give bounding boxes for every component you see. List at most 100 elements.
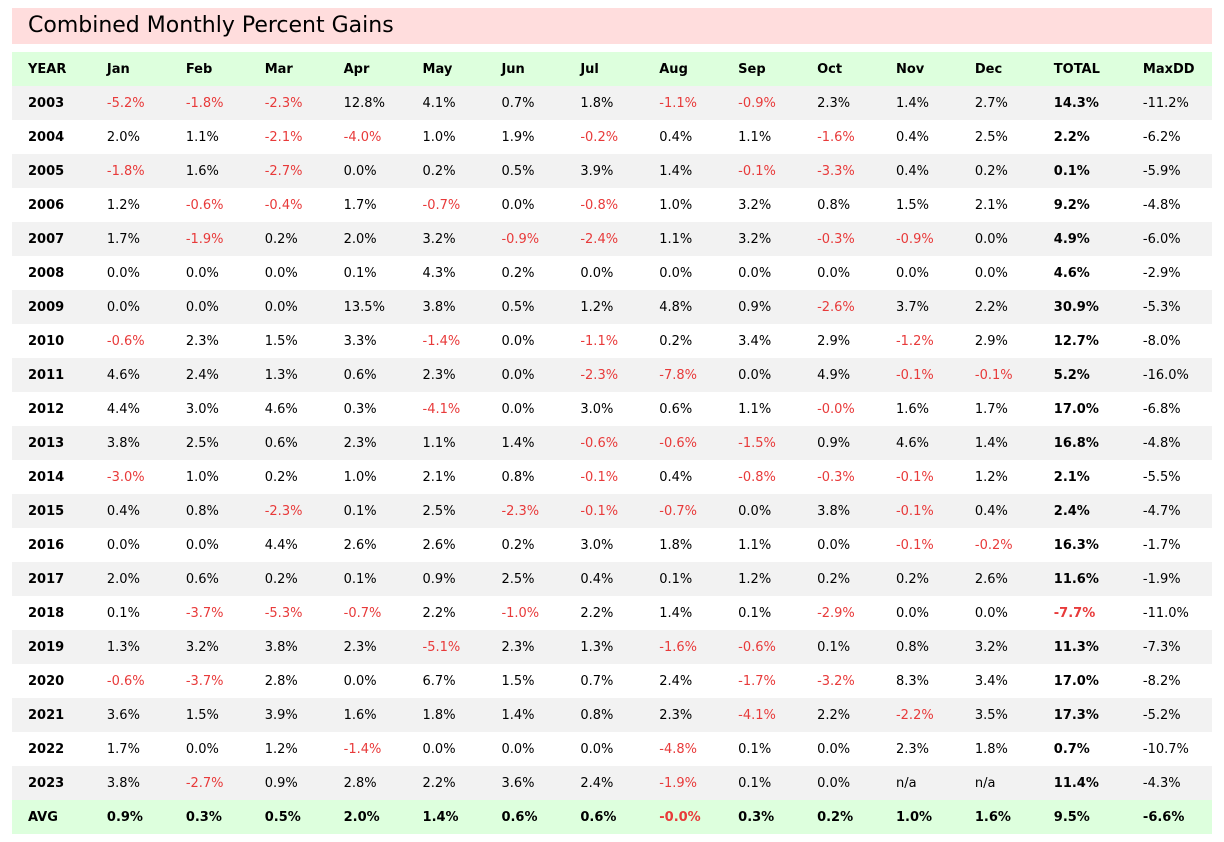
month-cell: 3.8% <box>106 435 140 451</box>
year-cell: 2023 <box>28 775 65 791</box>
avg-cell: 0.6% <box>580 809 617 825</box>
month-cell: -5.1% <box>422 639 461 655</box>
month-cell: -0.6% <box>106 673 145 689</box>
month-cell: 6.7% <box>422 673 456 689</box>
total-cell: 2.4% <box>1053 503 1090 519</box>
total-cell: 16.3% <box>1053 537 1099 553</box>
avg-cell: 0.2% <box>817 809 854 825</box>
month-cell: -2.3% <box>580 367 619 383</box>
month-cell: -1.1% <box>659 95 697 111</box>
month-cell: 0.0% <box>501 367 535 383</box>
month-cell: 2.4% <box>185 367 219 383</box>
month-cell: 0.1% <box>659 571 693 587</box>
column-header-sep: Sep <box>738 61 766 77</box>
month-cell: 2.2% <box>974 299 1008 315</box>
month-cell: 0.0% <box>817 537 851 553</box>
month-cell: 3.2% <box>422 231 456 247</box>
month-cell: 0.0% <box>185 741 219 757</box>
month-cell: 0.4% <box>659 469 693 485</box>
month-cell: 1.4% <box>895 95 929 111</box>
month-cell: 3.2% <box>974 639 1008 655</box>
month-cell: 4.3% <box>422 265 456 281</box>
month-cell: 3.6% <box>106 707 140 723</box>
month-cell: -0.1% <box>974 367 1013 383</box>
month-cell: 0.8% <box>185 503 219 519</box>
column-header-feb: Feb <box>185 61 213 77</box>
month-cell: -0.9% <box>501 231 540 247</box>
year-cell: 2007 <box>28 231 65 247</box>
total-cell: 11.6% <box>1053 571 1099 587</box>
month-cell: -1.0% <box>501 605 540 621</box>
table-row: 2015 0.4% 0.8% -2.3% 0.1% 2.5% -2.3% -0.1% -0.7%… <box>12 494 1212 528</box>
month-cell: 2.7% <box>974 95 1008 111</box>
month-cell: -0.1% <box>580 469 619 485</box>
month-cell: 0.0% <box>422 741 456 757</box>
month-cell: -0.1% <box>895 367 934 383</box>
month-cell: 1.1% <box>738 537 772 553</box>
month-cell: 2.1% <box>974 197 1008 213</box>
month-cell: 0.0% <box>501 401 535 417</box>
column-header-mar: Mar <box>264 61 293 77</box>
avg-cell: 1.4% <box>422 809 459 825</box>
month-cell: 4.6% <box>264 401 298 417</box>
month-cell: -2.9% <box>817 605 855 621</box>
total-cell: 5.2% <box>1053 367 1090 383</box>
month-cell: -0.7% <box>659 503 697 519</box>
avg-cell: 9.5% <box>1053 809 1090 825</box>
maxdd-cell: -1.7% <box>1142 537 1181 553</box>
month-cell: 1.6% <box>185 163 219 179</box>
total-cell: 11.4% <box>1053 775 1099 791</box>
year-cell: 2020 <box>28 673 65 689</box>
table-row: 2010 -0.6% 2.3% 1.5% 3.3% -1.4% 0.0% -1.1% 0.2% 3… <box>12 324 1212 358</box>
month-cell: -0.6% <box>580 435 619 451</box>
avg-cell: 0.9% <box>106 809 143 825</box>
month-cell: 3.0% <box>185 401 219 417</box>
maxdd-cell: -4.8% <box>1142 435 1181 451</box>
column-header-year: YEAR <box>28 61 67 77</box>
table-row: 2014 -3.0% 1.0% 0.2% 1.0% 2.1% 0.8% -0.1% 0.4% -0… <box>12 460 1212 494</box>
month-cell: 2.6% <box>422 537 456 553</box>
month-cell: 1.1% <box>422 435 456 451</box>
month-cell: -0.7% <box>422 197 461 213</box>
column-header-aug: Aug <box>659 61 688 77</box>
month-cell: 1.0% <box>185 469 219 485</box>
column-header-oct: Oct <box>817 61 843 77</box>
avg-cell: 1.0% <box>895 809 933 825</box>
month-cell: 0.0% <box>817 741 851 757</box>
month-cell: 3.6% <box>501 775 535 791</box>
maxdd-cell: -1.9% <box>1142 571 1181 587</box>
total-cell: 4.6% <box>1053 265 1090 281</box>
month-cell: 1.1% <box>738 401 772 417</box>
column-header-jan: Jan <box>106 61 130 77</box>
month-cell: -1.2% <box>895 333 934 349</box>
month-cell: 1.7% <box>106 231 140 247</box>
month-cell: -3.3% <box>817 163 855 179</box>
month-cell: 3.8% <box>264 639 298 655</box>
month-cell: 4.6% <box>106 367 140 383</box>
year-cell: 2019 <box>28 639 65 655</box>
month-cell: -4.8% <box>659 741 697 757</box>
month-cell: 0.0% <box>659 265 693 281</box>
month-cell: 0.1% <box>817 639 851 655</box>
month-cell: 0.8% <box>817 197 851 213</box>
month-cell: -0.6% <box>659 435 697 451</box>
month-cell: 0.0% <box>895 605 929 621</box>
month-cell: 3.2% <box>738 197 772 213</box>
month-cell: 0.1% <box>738 741 772 757</box>
month-cell: 0.6% <box>343 367 377 383</box>
month-cell: 12.8% <box>343 95 385 111</box>
month-cell: n/a <box>895 775 917 791</box>
month-cell: 0.0% <box>501 333 535 349</box>
month-cell: 2.6% <box>974 571 1008 587</box>
month-cell: 0.6% <box>659 401 693 417</box>
month-cell: 0.0% <box>185 299 219 315</box>
total-cell: 16.8% <box>1053 435 1099 451</box>
month-cell: 2.3% <box>343 435 377 451</box>
month-cell: 0.0% <box>580 741 614 757</box>
month-cell: -0.1% <box>895 537 934 553</box>
avg-cell: 0.5% <box>264 809 301 825</box>
month-cell: 2.3% <box>895 741 929 757</box>
monthly-gains-table: YEAR Jan Feb Mar Apr May Jun Jul Aug Sep Oct Nov Dec… <box>12 52 1212 834</box>
month-cell: 2.8% <box>264 673 298 689</box>
month-cell: 2.4% <box>580 775 614 791</box>
